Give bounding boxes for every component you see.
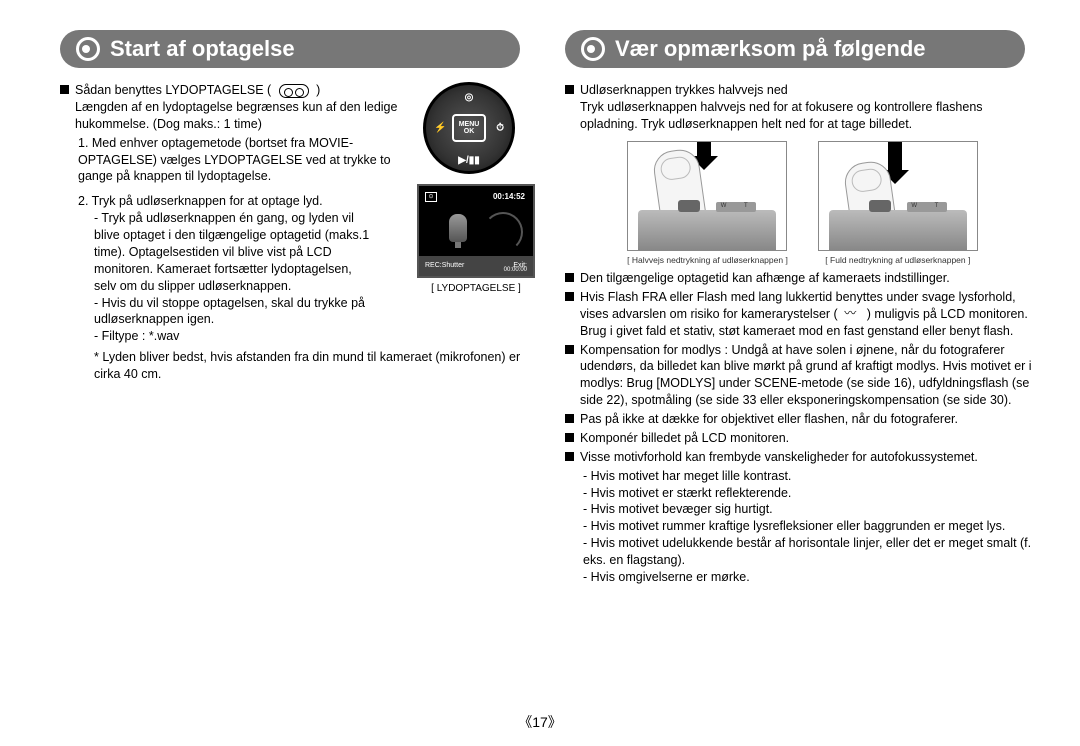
full-press-box: W T (818, 141, 978, 251)
r-bullet3: Hvis Flash FRA eller Flash med lang lukk… (565, 289, 1040, 340)
r-bullet2: Den tilgængelige optagetid kan afhænge a… (565, 270, 1040, 287)
lcd-preview: ⊙ 00:14:52 REC:Shutter Exit: 00:00:00 (417, 184, 535, 278)
full-press-caption: [ Fuld nedtrykning af udløserknappen ] (818, 255, 978, 266)
shutter-button-icon (869, 200, 891, 212)
sound-wave-icon (483, 212, 523, 252)
lcd-caption: [ LYDOPTAGELSE ] (417, 282, 535, 296)
square-bullet-icon (565, 345, 574, 354)
left-column: Start af optagelse ◎ ⚡ ⏱ ▶/▮▮ MENU OK ⊙ … (60, 30, 535, 586)
camera-body: W T (829, 210, 967, 250)
microphone-icon (449, 214, 467, 242)
intro-bullet: Sådan benyttes LYDOPTAGELSE ( ) Længden … (60, 82, 409, 133)
full-press-figure: W T [ Fuld nedtrykning af udløserknappen… (818, 141, 978, 266)
b7a: - Hvis motivet har meget lille kontrast. (583, 468, 1040, 485)
note: * Lyden bliver bedst, hvis afstanden fra… (94, 349, 535, 383)
right-body: Udløserknappen trykkes halvvejs ned Tryk… (565, 82, 1040, 586)
zoom-rocker: W T (716, 202, 756, 212)
lcd-rec: REC:Shutter (425, 261, 464, 270)
lcd-mode-icon: ⊙ (425, 192, 437, 202)
lcd-status-bar: REC:Shutter Exit: 00:00:00 (419, 256, 533, 276)
b4: Kompensation for modlys : Undgå at have … (580, 342, 1040, 410)
lcd-counter: 00:00:00 (504, 266, 527, 274)
square-bullet-icon (565, 273, 574, 282)
r-bullet1: Udløserknappen trykkes halvvejs ned Tryk… (565, 82, 1040, 133)
half-press-caption: [ Halvvejs nedtrykning af udløserknappen… (627, 255, 788, 266)
r-bullet6: Komponér billedet på LCD monitoren. (565, 430, 1040, 447)
b7e: - Hvis motivet udelukkende består af hor… (583, 535, 1040, 569)
b7f: - Hvis omgivelserne er mørke. (583, 569, 1040, 586)
step2a: - Tryk på udløserknappen én gang, og lyd… (94, 210, 374, 294)
shutter-button-icon (678, 200, 700, 212)
b5: Pas på ikke at dække for objektivet elle… (580, 411, 958, 428)
square-bullet-icon (60, 85, 69, 94)
lcd-time: 00:14:52 (493, 192, 525, 203)
ok-label: OK (464, 128, 475, 135)
b6: Komponér billedet på LCD monitoren. (580, 430, 789, 447)
intro-label: Sådan benyttes LYDOPTAGELSE ( (75, 83, 271, 97)
b2: Den tilgængelige optagetid kan afhænge a… (580, 270, 950, 287)
left-illustrations: ◎ ⚡ ⏱ ▶/▮▮ MENU OK ⊙ 00:14:52 REC:Shutte… (417, 82, 535, 296)
square-bullet-icon (565, 433, 574, 442)
square-bullet-icon (565, 452, 574, 461)
play-icon: ▶/▮▮ (458, 154, 479, 168)
intro-close: ) (316, 83, 320, 97)
b1-title: Udløserknappen trykkes halvvejs ned (580, 82, 1040, 99)
two-column-layout: Start af optagelse ◎ ⚡ ⏱ ▶/▮▮ MENU OK ⊙ … (60, 30, 1040, 586)
half-press-figure: W T [ Halvvejs nedtrykning af udløserkna… (627, 141, 788, 266)
step2c: - Filtype : *.wav (94, 328, 535, 345)
control-dial: ◎ ⚡ ⏱ ▶/▮▮ MENU OK (423, 82, 515, 174)
right-column: Vær opmærksom på følgende Udløserknappen… (565, 30, 1040, 586)
b1-body: Tryk udløserknappen halvvejs ned for at … (580, 99, 1040, 133)
camera-body: W T (638, 210, 776, 250)
voice-record-icon (279, 84, 309, 98)
menu-label: MENU (459, 121, 480, 128)
right-header: Vær opmærksom på følgende (565, 30, 1025, 68)
left-header: Start af optagelse (60, 30, 520, 68)
square-bullet-icon (565, 85, 574, 94)
b7b: - Hvis motivet er stærkt reflekterende. (583, 485, 1040, 502)
page-number: 《17》 (518, 712, 562, 732)
step2b: - Hvis du vil stoppe optagelsen, skal du… (94, 295, 535, 329)
dial-top-icon: ◎ (465, 91, 474, 105)
flash-icon: ⚡ (434, 121, 446, 135)
r-bullet7: Visse motivforhold kan frembyde vanskeli… (565, 449, 1040, 466)
r-bullet5: Pas på ikke at dække for objektivet elle… (565, 411, 1040, 428)
intro-body: Længden af en lydoptagelse begrænses kun… (75, 99, 409, 133)
zoom-rocker: W T (907, 202, 947, 212)
square-bullet-icon (565, 292, 574, 301)
timer-icon: ⏱ (496, 121, 504, 135)
shutter-illustrations: W T [ Halvvejs nedtrykning af udløserkna… (565, 141, 1040, 266)
b7: Visse motivforhold kan frembyde vanskeli… (580, 449, 978, 466)
camera-shake-icon (844, 308, 860, 322)
b7c: - Hvis motivet bevæger sig hurtigt. (583, 501, 1040, 518)
menu-ok-button: MENU OK (452, 114, 486, 142)
half-press-box: W T (627, 141, 787, 251)
left-body: ◎ ⚡ ⏱ ▶/▮▮ MENU OK ⊙ 00:14:52 REC:Shutte… (60, 82, 535, 383)
square-bullet-icon (565, 414, 574, 423)
b7d: - Hvis motivet rummer kraftige lysreflek… (583, 518, 1040, 535)
r-bullet4: Kompensation for modlys : Undgå at have … (565, 342, 1040, 410)
